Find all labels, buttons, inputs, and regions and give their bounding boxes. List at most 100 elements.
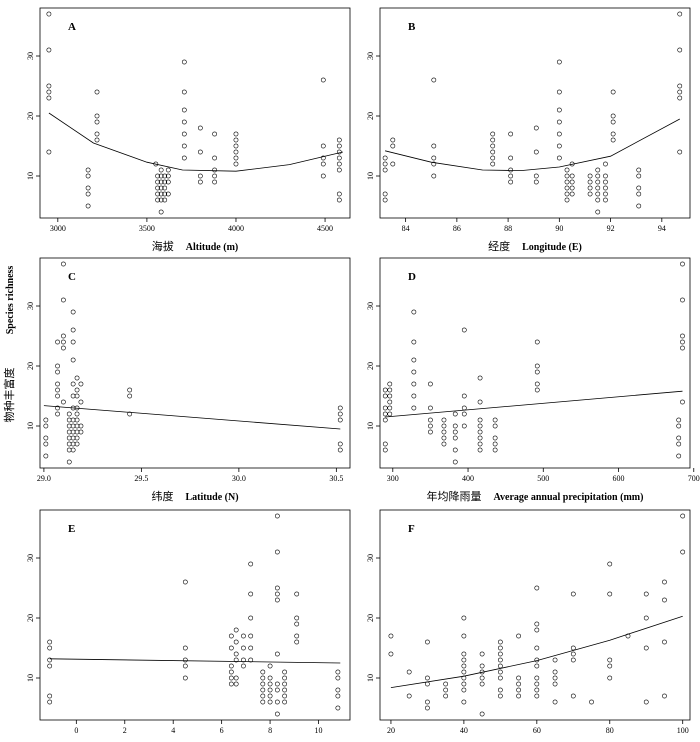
data-point xyxy=(452,423,458,429)
data-point xyxy=(382,167,388,173)
data-point xyxy=(534,339,540,345)
data-point xyxy=(181,143,187,149)
panel-e: 0246810102030E年均温Average annual temperat… xyxy=(26,509,351,742)
data-point xyxy=(94,89,100,95)
data-point xyxy=(534,675,540,681)
data-point xyxy=(390,161,396,167)
data-point xyxy=(335,705,341,711)
data-point xyxy=(516,633,521,639)
data-point xyxy=(680,339,685,345)
data-point xyxy=(248,633,254,639)
data-point xyxy=(335,687,341,693)
data-point xyxy=(516,681,521,687)
data-point xyxy=(181,131,187,137)
data-point xyxy=(282,675,288,681)
data-point xyxy=(441,423,447,429)
panel-letter: F xyxy=(408,523,415,535)
data-point xyxy=(643,615,649,621)
data-point xyxy=(85,185,91,191)
data-point xyxy=(274,711,280,717)
data-point xyxy=(336,191,342,197)
data-point xyxy=(497,657,503,663)
data-point xyxy=(680,399,685,405)
data-point xyxy=(461,651,467,657)
data-point xyxy=(74,417,80,423)
x-tick-label: 84 xyxy=(402,224,410,233)
data-point xyxy=(336,197,342,203)
data-point xyxy=(428,417,433,423)
x-tick-label: 29.5 xyxy=(134,474,148,483)
data-point xyxy=(260,699,266,705)
x-tick-label: 8 xyxy=(268,726,272,735)
data-point xyxy=(388,633,394,639)
y-tick-label: 10 xyxy=(26,674,35,682)
x-tick-label: 0 xyxy=(74,726,78,735)
data-point xyxy=(595,179,601,185)
data-point xyxy=(55,339,60,345)
fit-line xyxy=(48,112,343,172)
data-point xyxy=(425,675,430,681)
data-point xyxy=(212,131,217,137)
data-point xyxy=(425,639,430,645)
panel-b: 84 86 88 90 92 94 10 20 30 B 经度 Longitude (E) xyxy=(366,7,691,253)
data-point xyxy=(492,447,498,453)
data-point xyxy=(534,585,540,591)
data-point xyxy=(552,681,558,687)
data-point xyxy=(680,261,685,267)
data-point xyxy=(603,161,608,167)
x-tick-label: 2 xyxy=(123,726,127,735)
data-point xyxy=(60,261,66,267)
data-point xyxy=(676,423,682,429)
data-point xyxy=(411,369,417,375)
data-point xyxy=(643,591,649,597)
y-tick-label: 30 xyxy=(366,302,375,310)
data-point xyxy=(165,173,171,179)
data-point xyxy=(610,119,616,125)
data-point xyxy=(490,137,496,143)
data-point xyxy=(336,167,342,173)
data-point xyxy=(60,339,66,345)
data-point xyxy=(55,363,60,369)
x-tick-label: 30.5 xyxy=(329,474,343,483)
data-point xyxy=(382,405,388,411)
data-point xyxy=(636,173,642,179)
data-point xyxy=(282,699,288,705)
x-tick-label: 100 xyxy=(677,726,689,735)
data-point xyxy=(441,435,447,441)
data-point xyxy=(411,405,417,411)
x-tick-label: 600 xyxy=(613,474,625,483)
data-point xyxy=(603,185,608,191)
x-tick-label: 90 xyxy=(555,224,563,233)
x-axis-label: 海拔 Altitude (m) xyxy=(152,239,239,253)
data-point xyxy=(66,423,72,429)
data-point xyxy=(564,173,570,179)
data-point xyxy=(182,675,188,681)
data-point xyxy=(587,185,593,191)
data-point xyxy=(570,645,576,651)
x-tick-label: 4000 xyxy=(228,224,244,233)
plot-frame xyxy=(39,257,351,469)
data-point xyxy=(564,191,570,197)
y-tick-label: 30 xyxy=(366,554,375,562)
data-point xyxy=(680,345,685,351)
data-point xyxy=(477,399,483,405)
data-point xyxy=(158,185,164,191)
data-point xyxy=(162,173,168,179)
fit-line xyxy=(49,658,341,664)
data-point xyxy=(477,447,483,453)
data-point xyxy=(70,429,76,435)
data-point xyxy=(182,579,188,585)
data-point xyxy=(85,191,91,197)
data-point xyxy=(43,423,49,429)
data-point xyxy=(533,149,539,155)
data-point xyxy=(534,621,540,627)
data-point xyxy=(556,131,562,137)
data-point xyxy=(443,687,449,693)
data-point xyxy=(55,411,60,417)
x-tick-label: 300 xyxy=(387,474,399,483)
data-point xyxy=(477,423,483,429)
x-tick-label: 40 xyxy=(460,726,468,735)
x-axis-label-cn: 纬度 xyxy=(151,489,173,503)
data-point xyxy=(461,657,467,663)
